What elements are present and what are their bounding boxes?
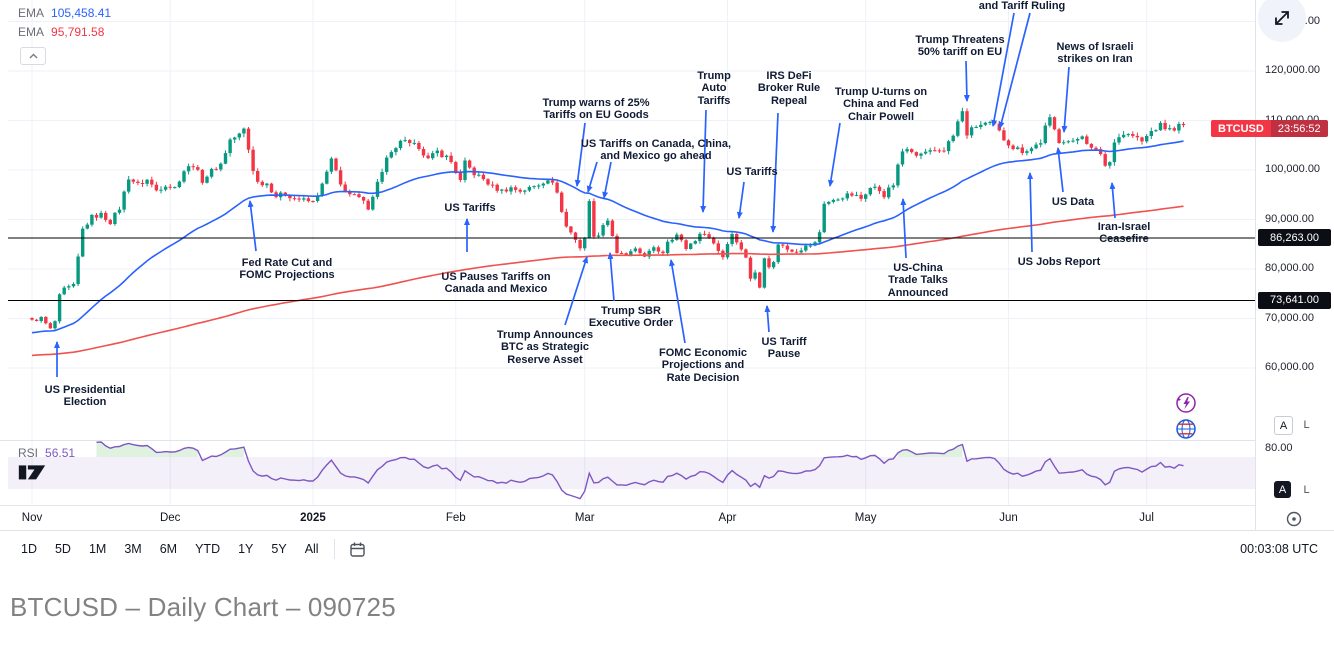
range-All-button[interactable]: All [296, 538, 328, 560]
chart-canvas[interactable]: US Presidential Election Fed Rate Cut and F… [0, 0, 1255, 505]
time-axis-label: Jun [999, 512, 1018, 524]
price-axis-label: 60,000.00 [1265, 361, 1314, 373]
ema-line [31, 205, 1184, 357]
time-axis-label: Mar [574, 512, 595, 524]
range-3M-button[interactable]: 3M [115, 538, 150, 560]
rsi-label: RSI [18, 446, 39, 460]
price-level-tag: 73,641.00 [1258, 291, 1331, 309]
time-axis-label: 2025 [300, 512, 326, 524]
chevron-up-icon[interactable] [20, 47, 46, 65]
lightning-icon[interactable] [1175, 392, 1197, 419]
range-YTD-button[interactable]: YTD [186, 538, 229, 560]
ema-label: EMA [18, 5, 45, 20]
time-axis[interactable]: Nov Dec 2025 Feb Mar Apr May Jun Jul [0, 505, 1255, 531]
last-price-tag: BTCUSD 23:56:52 [1211, 120, 1328, 137]
range-5D-button[interactable]: 5D [46, 538, 80, 560]
auto-scale-button[interactable]: A [1274, 416, 1293, 435]
range-5Y-button[interactable]: 5Y [262, 538, 295, 560]
bar-countdown: 23:56:52 [1270, 120, 1328, 137]
range-1D-button[interactable]: 1D [12, 538, 46, 560]
price-axis-label: 70,000.00 [1265, 311, 1314, 324]
tradingview-logo[interactable] [18, 462, 46, 487]
ema-line [31, 140, 1184, 334]
range-selector: 1D 5D 1M 3M 6M YTD 1Y 5Y All [12, 538, 328, 560]
calendar-icon[interactable] [341, 538, 374, 561]
range-1M-button[interactable]: 1M [80, 538, 115, 560]
price-axis-label: 120,000.00 [1265, 64, 1321, 76]
target-icon[interactable] [1284, 509, 1304, 529]
ema-slow-value: 95,791.58 [51, 24, 105, 39]
rsi-series [96, 441, 1184, 500]
indicator-legend: EMA 105,458.41 EMA 95,791.58 [18, 3, 111, 65]
ema-fast-value: 105,458.41 [51, 5, 112, 20]
price-axis-label: 90,000.00 [1265, 212, 1314, 225]
rsi-axis-label: 80.00 [1265, 442, 1293, 454]
price-axis[interactable]: 80.00 60,000.00 70,000.00 80,000.00 90,000.0… [1255, 0, 1334, 530]
expand-icon[interactable] [1258, 0, 1306, 42]
candlestick-chart [0, 0, 1255, 505]
bottom-toolbar: 1D 5D 1M 3M 6M YTD 1Y 5Y All 00:03:08 UTC [0, 530, 1334, 567]
time-axis-label: Nov [21, 512, 43, 524]
price-level-tag: 86,263.00 [1258, 229, 1331, 247]
price-axis-label: 80,000.00 [1265, 262, 1314, 274]
time-axis-label: May [854, 512, 877, 524]
time-axis-label: Feb [445, 512, 466, 524]
range-6M-button[interactable]: 6M [151, 538, 186, 560]
rsi-legend: RSI 56.51 [18, 446, 75, 460]
rsi-auto-scale-button[interactable]: A [1274, 481, 1291, 498]
ema-slow-legend: EMA 95,791.58 [18, 22, 111, 41]
time-axis-label: Apr [718, 512, 737, 524]
utc-clock[interactable]: 00:03:08 UTC [1240, 542, 1318, 556]
caption-title: BTCUSD – Daily Chart – 090725 [10, 592, 396, 622]
ema-fast-legend: EMA 105,458.41 [18, 3, 111, 22]
ema-label: EMA [18, 24, 45, 39]
symbol-label: BTCUSD [1211, 120, 1271, 137]
time-axis-label: Jul [1139, 512, 1154, 524]
annotation-arrows [54, 12, 1116, 377]
rsi-log-scale-button[interactable]: L [1298, 481, 1315, 498]
price-axis-label: 100,000.00 [1265, 163, 1321, 175]
rsi-value: 56.51 [45, 446, 76, 460]
time-axis-label: Dec [159, 512, 181, 524]
range-1Y-button[interactable]: 1Y [229, 538, 262, 560]
log-scale-button[interactable]: L [1298, 416, 1315, 433]
globe-icon[interactable] [1175, 418, 1197, 445]
toolbar-divider [333, 539, 335, 559]
